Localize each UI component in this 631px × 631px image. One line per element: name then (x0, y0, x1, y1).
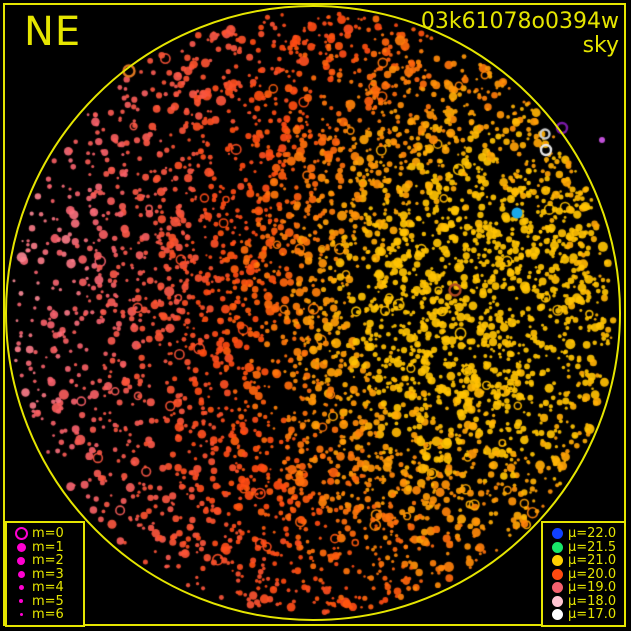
mu-legend-item-swatch (548, 567, 566, 581)
mu-legend-item-swatch (548, 540, 566, 554)
surface-brightness-legend: μ=22.0 μ=21.5 μ=21.0 μ=20.0 μ=19.0 μ=18.0 μ=17… (541, 521, 626, 627)
mu-legend-item-label: μ=21.0 (568, 553, 617, 569)
magnitude-legend-item-row: m=0 (12, 527, 78, 541)
filled-circle-icon (18, 585, 24, 591)
mu-legend-item-row: μ=18.0 (548, 593, 619, 609)
magnitude-legend-item-label: m=3 (32, 566, 64, 582)
mu-legend-item-label: μ=22.0 (568, 526, 617, 542)
magnitude-legend-item-row: m=3 (12, 568, 78, 582)
magnitude-legend-item-label: m=6 (32, 607, 64, 623)
magnitude-legend-item-label: m=4 (32, 580, 64, 596)
mu-legend-item-row: μ=19.0 (548, 581, 619, 595)
magnitude-legend-item-swatch (12, 542, 30, 552)
filled-circle-icon (19, 599, 23, 604)
filled-circle-icon (17, 556, 25, 565)
magnitude-legend-item-label: m=0 (32, 526, 64, 542)
mu-legend-item-label: μ=20.0 (568, 566, 617, 582)
magnitude-legend: m=0 m=1 m=2 m=3 m=4 m=5 m=6 (5, 521, 85, 627)
filled-circle-icon (17, 570, 25, 578)
magnitude-legend-item-row: m=1 (12, 541, 78, 555)
magnitude-legend-item-swatch (12, 556, 30, 565)
filled-circle-icon (19, 613, 23, 617)
orientation-label: NE (24, 9, 82, 55)
plot-type-label: sky (582, 33, 619, 58)
open-circle-icon (14, 527, 28, 541)
mu-legend-item-label: μ=21.5 (568, 539, 617, 555)
magnitude-legend-item-swatch (12, 527, 30, 541)
magnitude-legend-item-row: m=2 (12, 554, 78, 568)
magnitude-legend-item-label: m=2 (32, 553, 64, 569)
magnitude-legend-item-swatch (12, 585, 30, 591)
mu-legend-item-swatch (548, 594, 566, 608)
mu-legend-item-row: μ=20.0 (548, 566, 619, 582)
mu-legend-item-swatch (548, 608, 566, 622)
mu-legend-item-swatch (548, 554, 566, 568)
mu-legend-item-row: μ=17.0 (548, 608, 619, 622)
magnitude-legend-item-swatch (12, 613, 30, 617)
color-swatch-icon (550, 540, 564, 554)
sky-horizon-circle (5, 5, 621, 621)
mu-legend-item-label: μ=18.0 (568, 593, 617, 609)
mu-legend-item-swatch (548, 527, 566, 541)
color-swatch-icon (550, 567, 564, 581)
magnitude-legend-item-swatch (12, 570, 30, 578)
color-swatch-icon (550, 581, 564, 595)
mu-legend-item-row: μ=22.0 (548, 527, 619, 541)
magnitude-legend-item-label: m=5 (32, 593, 64, 609)
mu-legend-item-label: μ=19.0 (568, 580, 617, 596)
field-id-label: 03k61078o0394w (420, 9, 619, 34)
magnitude-legend-item-row: m=5 (12, 595, 78, 609)
color-swatch-icon (550, 527, 564, 541)
color-swatch-icon (550, 554, 564, 568)
magnitude-legend-item-swatch (12, 599, 30, 604)
color-swatch-icon (550, 608, 564, 622)
filled-circle-icon (16, 542, 26, 552)
color-swatch-icon (550, 594, 564, 608)
magnitude-legend-item-row: m=4 (12, 581, 78, 595)
mu-legend-item-swatch (548, 581, 566, 595)
mu-legend-item-label: μ=17.0 (568, 607, 617, 623)
mu-legend-item-row: μ=21.0 (548, 554, 619, 568)
magnitude-legend-item-row: m=6 (12, 608, 78, 622)
magnitude-legend-item-label: m=1 (32, 539, 64, 555)
mu-legend-item-row: μ=21.5 (548, 539, 619, 555)
